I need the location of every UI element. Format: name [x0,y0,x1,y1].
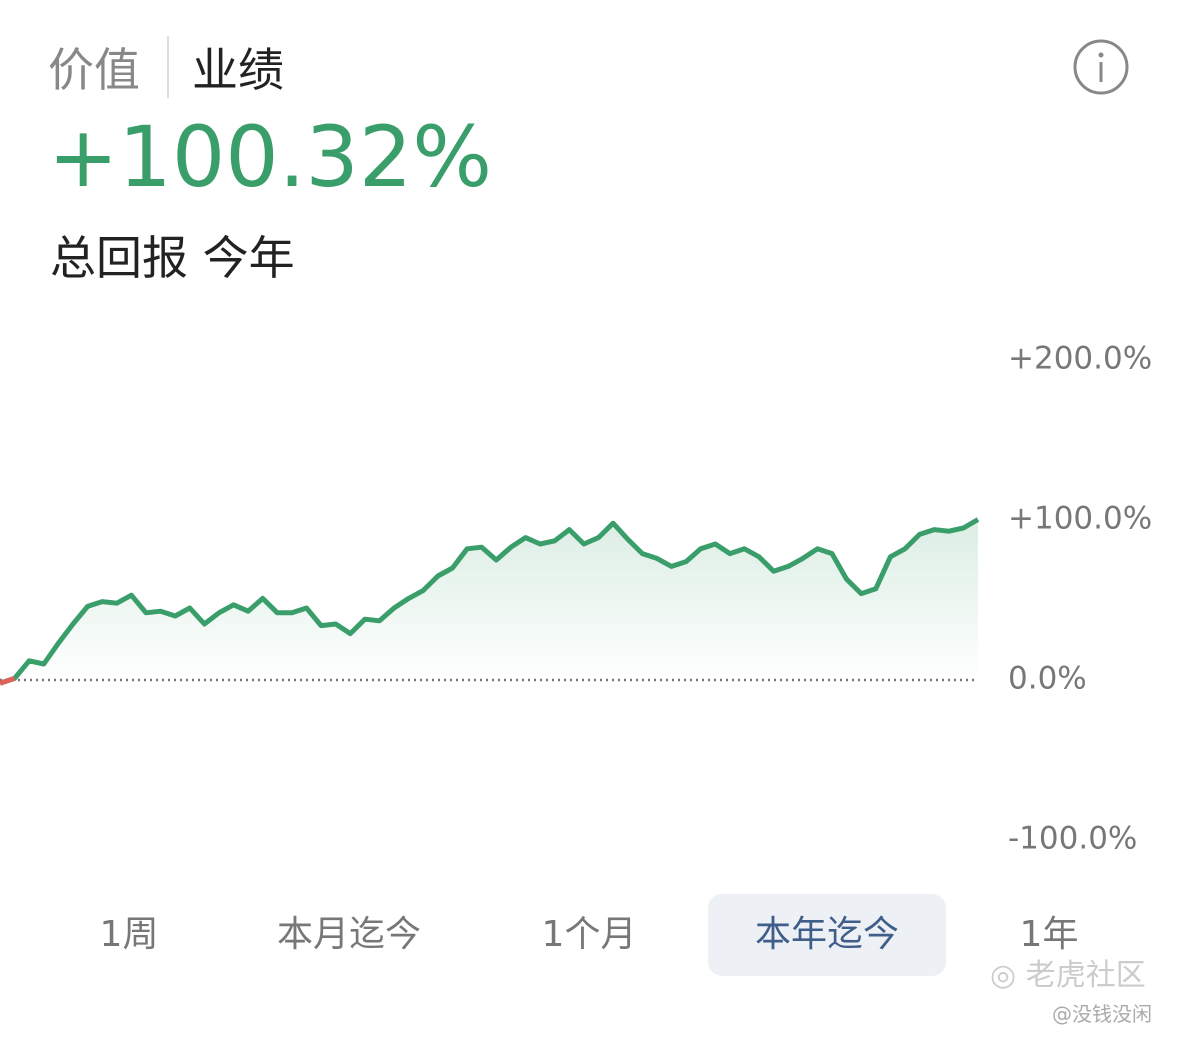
headline: +100.32% [48,108,493,206]
y-tick-label: 0.0% [1008,661,1087,697]
author: @没钱没闲 [1052,1002,1152,1026]
watermark: ◎ 老虎社区 [990,958,1146,993]
y-tick-label: -100.0% [1008,821,1137,857]
divider [167,36,169,98]
y-tick-label: +100.0% [1008,501,1152,537]
period-button[interactable]: 1周 [99,914,159,955]
watermark-text: 老虎社区 [1025,958,1146,993]
chart: +200.0% +100.0% 0.0% -100.0% [0,341,1152,857]
period-button[interactable]: 1年 [1019,914,1079,955]
period-button[interactable]: 本年迄今 [708,894,946,976]
info-icon[interactable] [1072,38,1130,96]
period-button[interactable]: 本月迄今 [276,914,421,955]
area [0,519,978,684]
tab[interactable]: 价值 [48,43,140,97]
subtitle: 总回报 今年 [50,231,295,285]
line [0,517,980,686]
period-button[interactable]: 1个月 [541,914,637,955]
y-tick-label: +200.0% [1008,341,1152,377]
negative-line [0,676,16,686]
tab[interactable]: 业绩 [192,43,284,97]
